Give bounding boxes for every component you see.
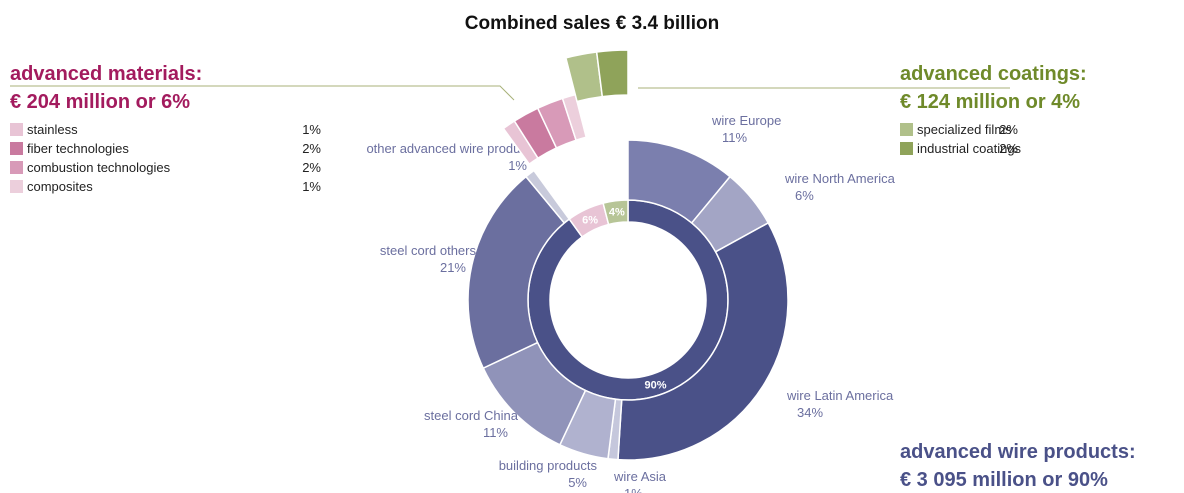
segment-value: 1% bbox=[508, 158, 527, 173]
segment-value: 11% bbox=[722, 130, 747, 145]
segment-value: 34% bbox=[797, 405, 823, 420]
segment-value: 1% bbox=[624, 486, 643, 493]
inner-label: 4% bbox=[609, 207, 625, 219]
legend-swatch bbox=[900, 142, 913, 155]
outer-segment bbox=[561, 93, 588, 142]
legend-swatch bbox=[10, 161, 23, 174]
legend-value: 1% bbox=[302, 122, 321, 137]
segment-value: 11% bbox=[483, 425, 508, 440]
outer-segment bbox=[617, 221, 789, 461]
group-amount: € 124 million or 4% bbox=[900, 91, 1080, 113]
group-heading: advanced materials: bbox=[10, 63, 202, 85]
legend-value: 2% bbox=[302, 141, 321, 156]
segment-label: building products bbox=[499, 458, 598, 473]
leader-line bbox=[10, 85, 515, 101]
legend-swatch bbox=[900, 123, 913, 136]
outer-segment bbox=[595, 49, 629, 98]
legend-swatch bbox=[10, 123, 23, 136]
segment-label: wire Latin America bbox=[786, 388, 894, 403]
segment-label: wire Europe bbox=[711, 113, 781, 128]
legend-value: 2% bbox=[302, 160, 321, 175]
legend-label: combustion technologies bbox=[27, 160, 171, 175]
legend-swatch bbox=[10, 142, 23, 155]
legend-value: 2% bbox=[999, 141, 1018, 156]
segment-value: 21% bbox=[440, 260, 466, 275]
group-amount: € 204 million or 6% bbox=[10, 91, 190, 113]
legend-value: 2% bbox=[999, 122, 1018, 137]
legend-label: specialized films bbox=[917, 122, 1012, 137]
outer-segment bbox=[467, 175, 566, 370]
segment-label: other advanced wire products bbox=[366, 141, 537, 156]
inner-label: 6% bbox=[582, 214, 598, 226]
legend-value: 1% bbox=[302, 179, 321, 194]
group-heading: advanced wire products: bbox=[900, 441, 1136, 463]
group-amount: € 3 095 million or 90% bbox=[900, 469, 1108, 491]
segment-label: wire Asia bbox=[613, 469, 667, 484]
inner-label: 90% bbox=[644, 380, 666, 392]
legend-label: stainless bbox=[27, 122, 78, 137]
inner-segment bbox=[602, 199, 629, 226]
legend-label: fiber technologies bbox=[27, 141, 129, 156]
outer-segment bbox=[564, 51, 604, 103]
segment-value: 6% bbox=[795, 188, 814, 203]
chart-title: Combined sales € 3.4 billion bbox=[465, 13, 719, 34]
segment-label: steel cord China bbox=[424, 408, 519, 423]
legend-label: composites bbox=[27, 179, 93, 194]
legend-label: industrial coatings bbox=[917, 141, 1022, 156]
segment-value: 5% bbox=[568, 475, 587, 490]
segment-label: steel cord others bbox=[380, 243, 477, 258]
legend-swatch bbox=[10, 180, 23, 193]
group-heading: advanced coatings: bbox=[900, 63, 1087, 85]
inner-segment bbox=[527, 199, 729, 401]
segment-label: wire North America bbox=[784, 171, 896, 186]
